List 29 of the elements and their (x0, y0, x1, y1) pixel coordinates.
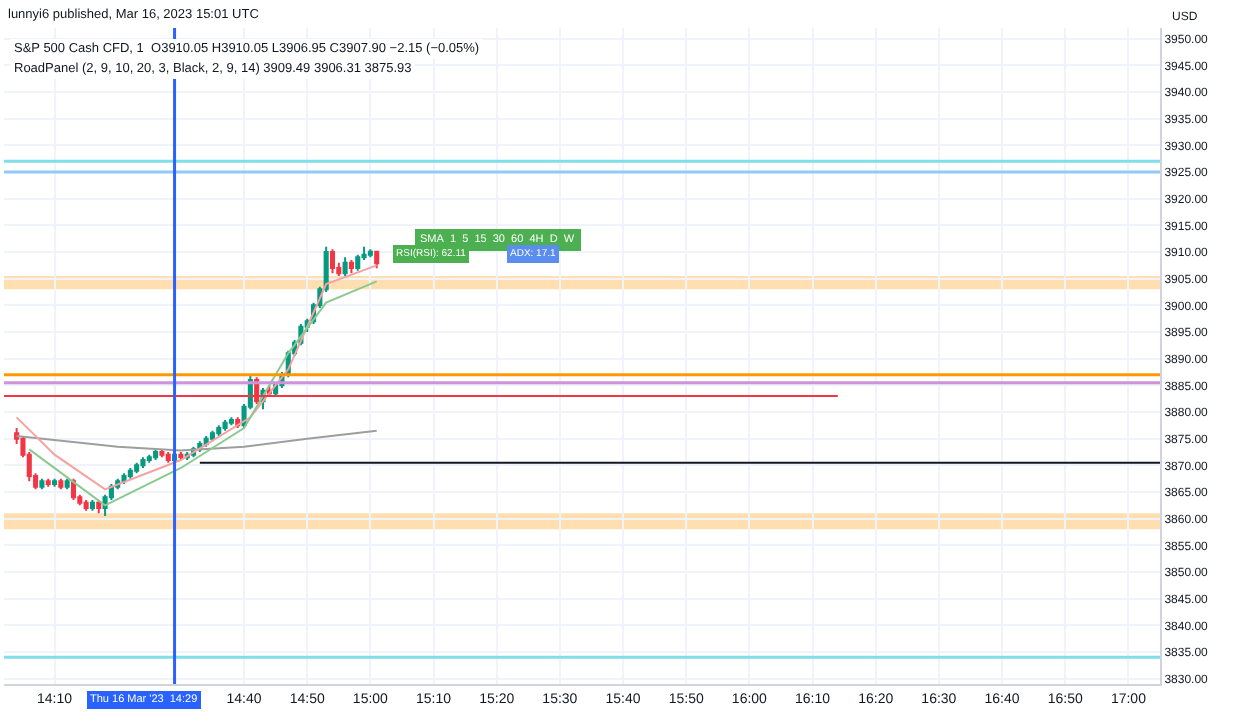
candlestick (45, 477, 51, 488)
candlestick (374, 250, 380, 270)
candlestick (140, 456, 146, 469)
candlestick (367, 248, 373, 259)
candlestick (89, 499, 95, 512)
candlestick (159, 448, 165, 459)
candlestick (64, 477, 70, 491)
candlestick (329, 248, 336, 275)
candlestick (165, 451, 171, 464)
candlestick (209, 429, 215, 443)
candlestick (342, 256, 348, 277)
candlestick (83, 499, 89, 512)
candlestick (96, 499, 102, 515)
candlestick (348, 259, 354, 275)
candlestick (153, 448, 159, 461)
candlestick (39, 477, 45, 491)
line-series (15, 264, 378, 491)
candlestick (58, 477, 64, 491)
line-series (28, 280, 378, 507)
candlestick (134, 461, 140, 475)
candlestick (355, 253, 361, 272)
candlestick (127, 467, 133, 480)
candlestick (216, 424, 222, 437)
line-series (15, 429, 378, 452)
candlestick (51, 477, 58, 488)
candlestick (146, 453, 152, 464)
candlestick (222, 419, 228, 432)
candlestick (121, 472, 127, 485)
candlestick (228, 416, 234, 427)
